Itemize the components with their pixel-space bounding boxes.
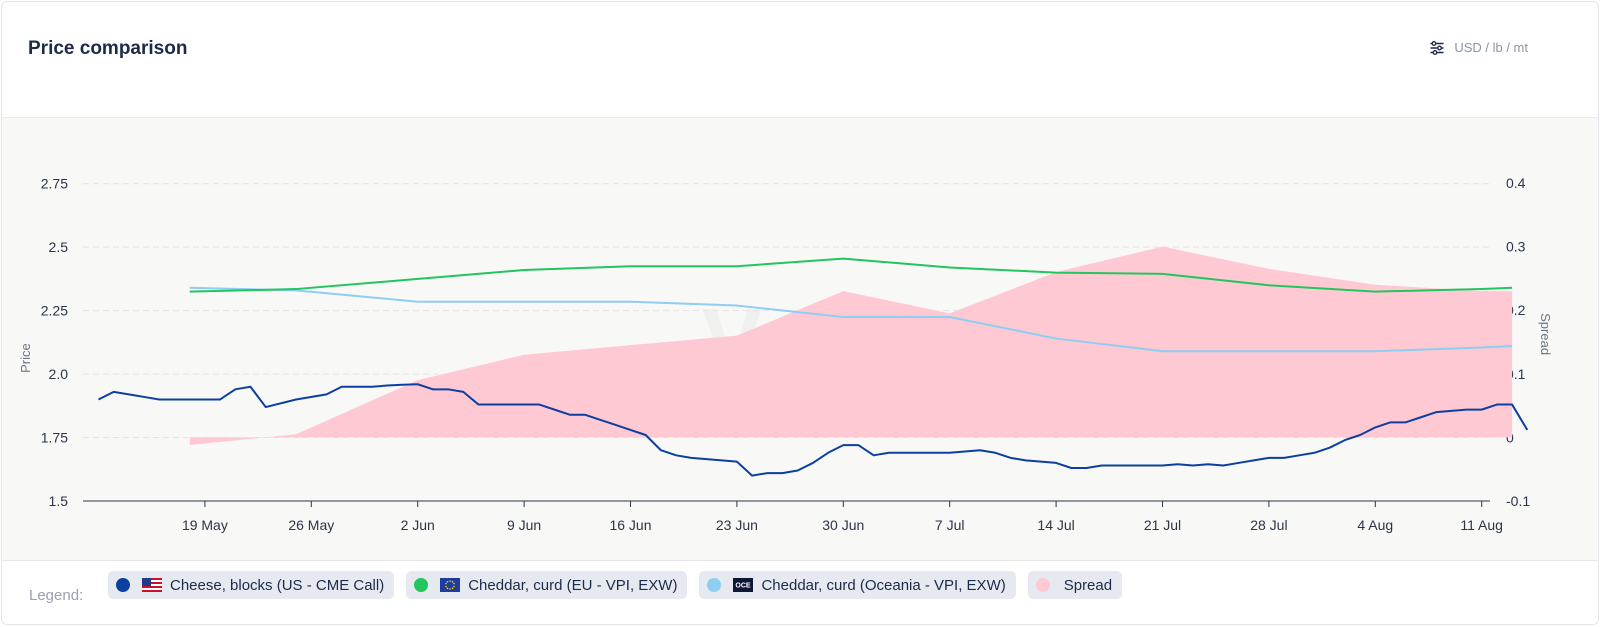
legend-item-cheddar-eu[interactable]: Cheddar, curd (EU - VPI, EXW) <box>406 571 688 599</box>
y-tick-label: 2.5 <box>49 239 69 255</box>
legend-swatch <box>707 578 722 592</box>
spread-area <box>189 246 1513 446</box>
card-header: Price comparison USD / lb / mt <box>2 2 1598 118</box>
x-tick-label: 21 Jul <box>1144 517 1181 533</box>
x-tick-label: 7 Jul <box>935 517 965 533</box>
legend-swatch <box>1035 578 1050 592</box>
x-tick-label: 9 Jun <box>507 517 541 533</box>
oce-flag-icon: OCE <box>733 578 754 592</box>
chart-area: Vesper 1.51.752.02.252.52.75-0.100.10.20… <box>2 118 1598 560</box>
x-tick-label: 2 Jun <box>401 517 435 533</box>
y2-tick-label: 0.3 <box>1506 239 1526 255</box>
legend-item-cheese-blocks-us[interactable]: Cheese, blocks (US - CME Call) <box>108 571 395 599</box>
series-line-cheddar-oceania <box>189 286 1513 353</box>
legend-item-label: Cheddar, curd (Oceania - VPI, EXW) <box>761 576 1006 594</box>
y-axis-title: Price <box>18 343 33 373</box>
oce-flag-text: OCE <box>736 583 752 590</box>
units-selector[interactable]: USD / lb / mt <box>1430 40 1528 55</box>
y-tick-label: 2.75 <box>41 176 68 192</box>
legend-item-label: Cheddar, curd (EU - VPI, EXW) <box>468 576 678 594</box>
x-tick-label: 16 Jun <box>609 517 651 533</box>
y2-tick-label: -0.1 <box>1506 493 1530 509</box>
legend-item-label: Cheese, blocks (US - CME Call) <box>170 576 385 594</box>
legend-item-label: Spread <box>1063 576 1113 594</box>
x-tick-label: 14 Jul <box>1037 517 1074 533</box>
x-tick-label: 28 Jul <box>1250 517 1287 533</box>
y2-axis-title: Spread <box>1538 313 1553 355</box>
legend-label: Legend: <box>29 587 84 604</box>
series-line-cheese-blocks-us <box>98 383 1529 477</box>
eu-flag-icon <box>440 578 461 592</box>
legend: Legend: Cheese, blocks (US - CME Call) <box>2 560 1598 624</box>
legend-item-spread[interactable]: Spread <box>1027 571 1123 599</box>
x-tick-label: 11 Aug <box>1460 517 1503 533</box>
y-tick-label: 1.75 <box>41 430 68 446</box>
y2-tick-label: 0.4 <box>1506 175 1526 191</box>
legend-item-cheddar-oceania[interactable]: OCE Cheddar, curd (Oceania - VPI, EXW) <box>699 571 1016 599</box>
legend-swatch <box>414 578 429 592</box>
page-title: Price comparison <box>28 38 188 59</box>
us-flag-icon <box>142 578 162 592</box>
price-chart: 1.51.752.02.252.52.75-0.100.10.20.30.4Pr… <box>18 175 1553 533</box>
x-tick-label: 4 Aug <box>1357 517 1393 533</box>
x-tick-label: 30 Jun <box>822 517 864 533</box>
y-tick-label: 2.25 <box>41 303 68 319</box>
sliders-icon[interactable] <box>1430 40 1445 55</box>
units-label[interactable]: USD / lb / mt <box>1454 40 1528 55</box>
series-line-cheddar-eu <box>189 257 1513 293</box>
x-tick-label: 19 May <box>182 517 228 533</box>
legend-swatch <box>116 578 130 592</box>
x-tick-label: 26 May <box>288 517 334 533</box>
y-tick-label: 2.0 <box>49 366 69 382</box>
x-tick-label: 23 Jun <box>716 517 758 533</box>
y-tick-label: 1.5 <box>49 493 69 509</box>
